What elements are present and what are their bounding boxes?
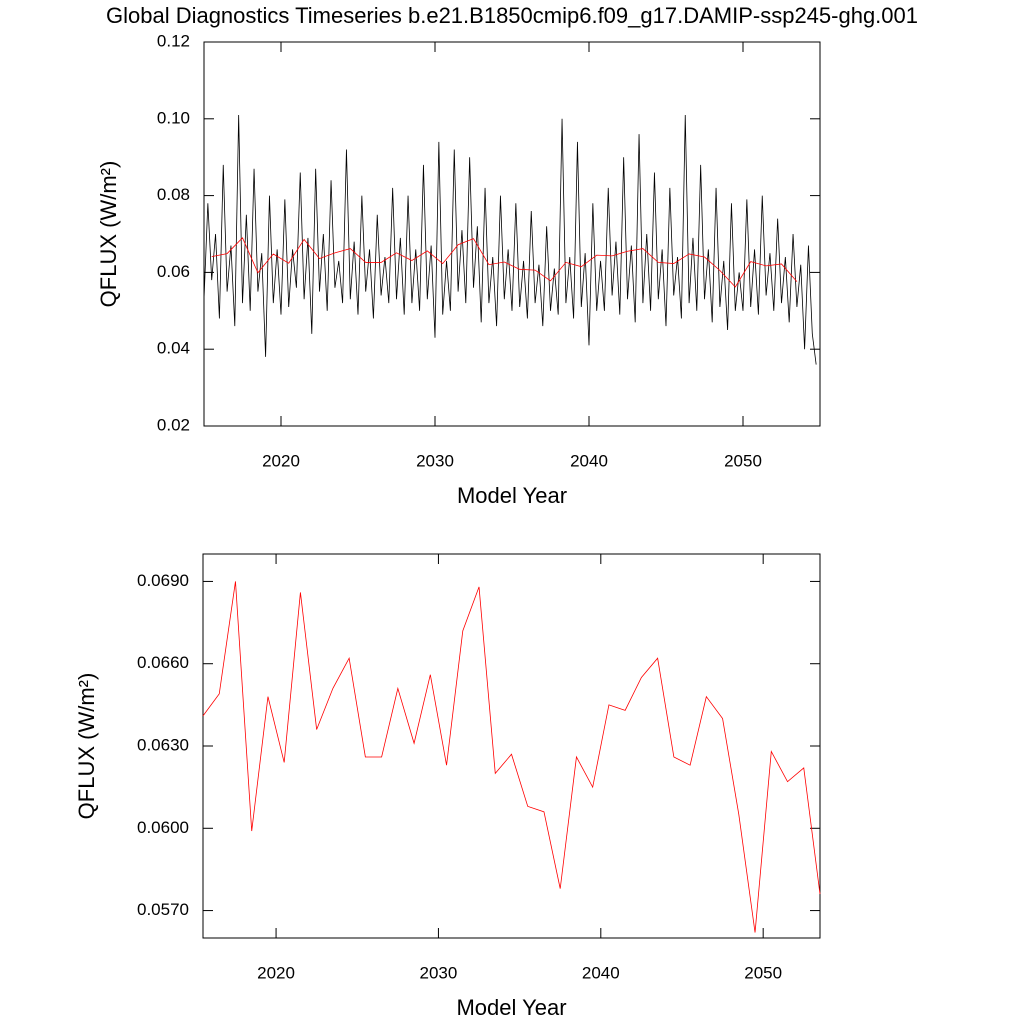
x-tick-label: 2040 xyxy=(570,451,608,470)
y-tick-label: 0.02 xyxy=(157,415,190,434)
plot-frame xyxy=(203,41,821,427)
y-tick-label: 0.10 xyxy=(157,108,190,127)
x-tick-label: 2020 xyxy=(262,451,300,470)
x-tick-label: 2030 xyxy=(416,451,454,470)
y-tick-label: 0.0690 xyxy=(137,571,189,590)
y-tick-label: 0.0570 xyxy=(137,900,189,919)
x-axis-label: Model Year xyxy=(457,483,567,508)
y-axis-label: QFLUX (W/m²) xyxy=(96,161,121,308)
series-line xyxy=(211,237,798,288)
y-tick-label: 0.06 xyxy=(157,262,190,281)
y-tick-label: 0.08 xyxy=(157,185,190,204)
series-line xyxy=(202,581,821,933)
x-tick-label: 2050 xyxy=(724,451,762,470)
y-tick-label: 0.0660 xyxy=(137,653,189,672)
chart-title: Global Diagnostics Timeseries b.e21.B185… xyxy=(106,3,918,28)
y-axis-label: QFLUX (W/m²) xyxy=(74,673,99,820)
x-axis-label: Model Year xyxy=(456,995,566,1020)
y-tick-label: 0.12 xyxy=(157,31,190,50)
y-tick-label: 0.04 xyxy=(157,339,190,358)
x-tick-label: 2040 xyxy=(582,963,620,982)
x-tick-label: 2020 xyxy=(257,963,295,982)
series-line xyxy=(203,114,817,365)
y-tick-label: 0.0600 xyxy=(137,818,189,837)
y-tick-label: 0.0630 xyxy=(137,735,189,754)
x-tick-label: 2030 xyxy=(420,963,458,982)
x-tick-label: 2050 xyxy=(744,963,782,982)
